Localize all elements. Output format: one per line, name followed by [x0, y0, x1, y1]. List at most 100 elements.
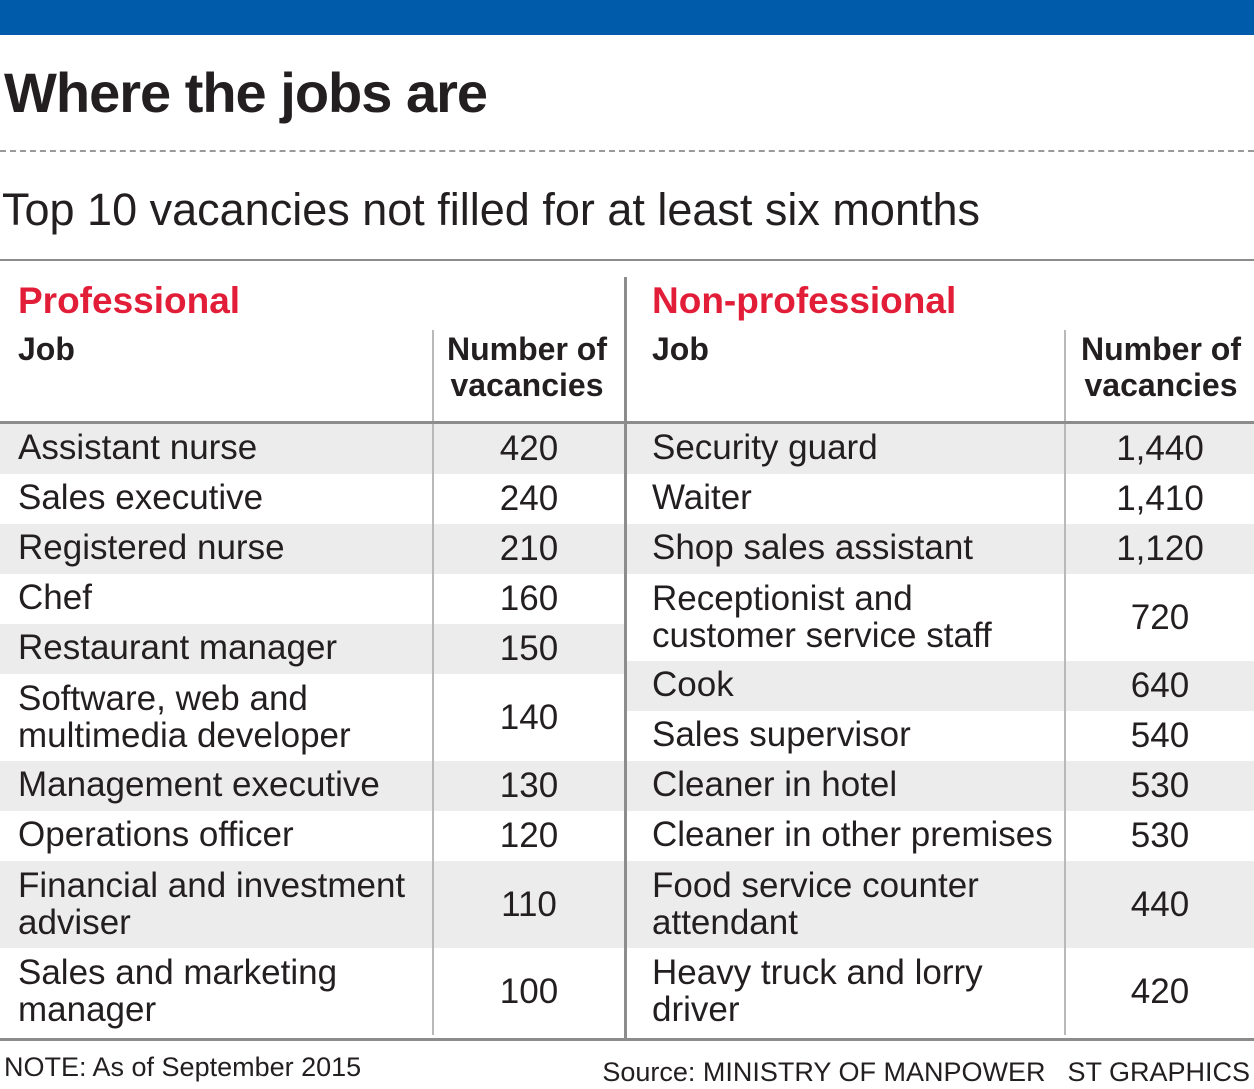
- center-divider: [624, 277, 627, 1039]
- vacancies-cell: 1,410: [1116, 479, 1204, 518]
- vacancies-cell: 530: [1130, 816, 1190, 855]
- table-row: Operations officer 120: [0, 811, 626, 861]
- column-divider: [432, 861, 434, 948]
- job-cell: Operations officer: [18, 815, 294, 854]
- job-cell: Security guard: [652, 428, 878, 467]
- table-row: Chef 160: [0, 574, 626, 624]
- vacancies-cell: 240: [499, 479, 559, 518]
- column-divider: [1064, 524, 1066, 574]
- column-divider: [432, 948, 434, 1035]
- table-row: Sales supervisor 540: [626, 711, 1254, 761]
- column-divider: [1064, 711, 1066, 761]
- column-divider: [1064, 330, 1066, 422]
- job-cell: Receptionist and customer service staff: [652, 579, 992, 655]
- vacancies-cell: 130: [499, 766, 559, 805]
- footnote: NOTE: As of September 2015: [4, 1052, 362, 1082]
- column-divider: [1064, 574, 1066, 661]
- table-row: Cleaner in hotel 530: [626, 761, 1254, 811]
- table-row: Cook 640: [626, 661, 1254, 711]
- job-cell: Assistant nurse: [18, 428, 258, 467]
- vacancies-cell: 100: [499, 971, 559, 1011]
- table-row: Shop sales assistant 1,120: [626, 524, 1254, 574]
- vacancies-cell: 720: [1130, 597, 1190, 637]
- job-cell: Cleaner in other premises: [652, 815, 1053, 854]
- table-row: Software, web and multimedia developer 14…: [0, 674, 626, 761]
- page-title: Where the jobs are: [4, 61, 488, 124]
- header-rule: [626, 421, 1254, 424]
- vacancies-cell: 140: [499, 697, 559, 737]
- vacancies-cell: 1,120: [1116, 529, 1204, 568]
- table-row: Sales executive 240: [0, 474, 626, 524]
- column-divider: [1064, 761, 1066, 811]
- vacancies-cell: 420: [499, 429, 559, 468]
- job-cell: Chef: [18, 578, 92, 617]
- column-divider: [432, 811, 434, 861]
- vacancies-cell: 160: [499, 579, 559, 618]
- column-divider: [1064, 661, 1066, 711]
- job-cell: Restaurant manager: [18, 628, 338, 667]
- source-line: Source: MINISTRY OF MANPOWER ST GRAPHICS: [602, 1055, 1250, 1089]
- non-professional-table: Non-professional Job Number of vacancies…: [626, 275, 1254, 1041]
- job-cell: Management executive: [18, 765, 380, 804]
- vacancies-cell: 640: [1130, 666, 1190, 705]
- job-cell: Software, web and multimedia developer: [18, 679, 351, 755]
- dashed-divider: [0, 150, 1254, 152]
- table-row: Receptionist and customer service staff 7…: [626, 574, 1254, 661]
- source-credit: Source: MINISTRY OF MANPOWER: [602, 1057, 1046, 1087]
- table-row: Restaurant manager 150: [0, 624, 626, 674]
- table-row: Management executive 130: [0, 761, 626, 811]
- vacancies-cell: 120: [499, 816, 559, 855]
- table-body: Assistant nurse 420 Sales executive 240 Re…: [0, 424, 626, 1035]
- job-cell: Shop sales assistant: [652, 528, 974, 567]
- column-divider: [432, 624, 434, 674]
- header-rule: [0, 421, 626, 424]
- top-color-bar: [0, 0, 1254, 35]
- table-row: Food service counter attendant 440: [626, 861, 1254, 948]
- table-row: Heavy truck and lorry driver 420: [626, 948, 1254, 1035]
- table-row: Financial and investment adviser 110: [0, 861, 626, 948]
- table-row: Sales and marketing manager 100: [0, 948, 626, 1035]
- column-header-job: Job: [18, 331, 75, 367]
- column-header-job: Job: [652, 331, 709, 367]
- vacancies-cell: 530: [1130, 766, 1190, 805]
- page-subtitle: Top 10 vacancies not filled for at least…: [2, 184, 981, 235]
- job-cell: Sales supervisor: [652, 715, 911, 754]
- vacancies-cell: 110: [501, 884, 557, 924]
- table-row: Waiter 1,410: [626, 474, 1254, 524]
- job-cell: Food service counter attendant: [652, 866, 979, 942]
- job-cell: Cook: [652, 665, 734, 704]
- column-divider: [1064, 861, 1066, 948]
- column-header-vacancies: Number of vacancies: [447, 331, 607, 403]
- table-row: Assistant nurse 420: [0, 424, 626, 474]
- vacancies-cell: 420: [1130, 971, 1190, 1011]
- job-cell: Waiter: [652, 478, 752, 517]
- professional-table: Professional Job Number of vacancies Ass…: [0, 275, 626, 1041]
- job-cell: Heavy truck and lorry driver: [652, 953, 983, 1029]
- column-divider: [1064, 424, 1066, 474]
- section-title-non-professional: Non-professional: [652, 280, 957, 321]
- column-header-vacancies: Number of vacancies: [1081, 331, 1241, 403]
- section-title-professional: Professional: [18, 280, 241, 321]
- header-divider: [0, 259, 1254, 261]
- vacancies-cell: 1,440: [1116, 429, 1204, 468]
- column-divider: [432, 674, 434, 761]
- column-divider: [1064, 474, 1066, 524]
- vacancies-cell: 540: [1130, 716, 1190, 755]
- job-cell: Sales executive: [18, 478, 264, 517]
- table-body: Security guard 1,440 Waiter 1,410 Shop sal…: [626, 424, 1254, 1035]
- table-row: Cleaner in other premises 530: [626, 811, 1254, 861]
- vacancies-cell: 210: [499, 529, 559, 568]
- job-cell: Cleaner in hotel: [652, 765, 898, 804]
- column-divider: [432, 330, 434, 422]
- vacancies-cell: 150: [499, 629, 559, 668]
- column-divider: [432, 424, 434, 474]
- table-row: Registered nurse 210: [0, 524, 626, 574]
- table-row: Security guard 1,440: [626, 424, 1254, 474]
- column-divider: [432, 761, 434, 811]
- column-divider: [1064, 948, 1066, 1035]
- job-cell: Financial and investment adviser: [18, 866, 406, 942]
- column-divider: [432, 474, 434, 524]
- bottom-rule: [0, 1038, 1254, 1041]
- vacancies-cell: 440: [1130, 884, 1190, 924]
- graphics-credit: ST GRAPHICS: [1067, 1057, 1250, 1087]
